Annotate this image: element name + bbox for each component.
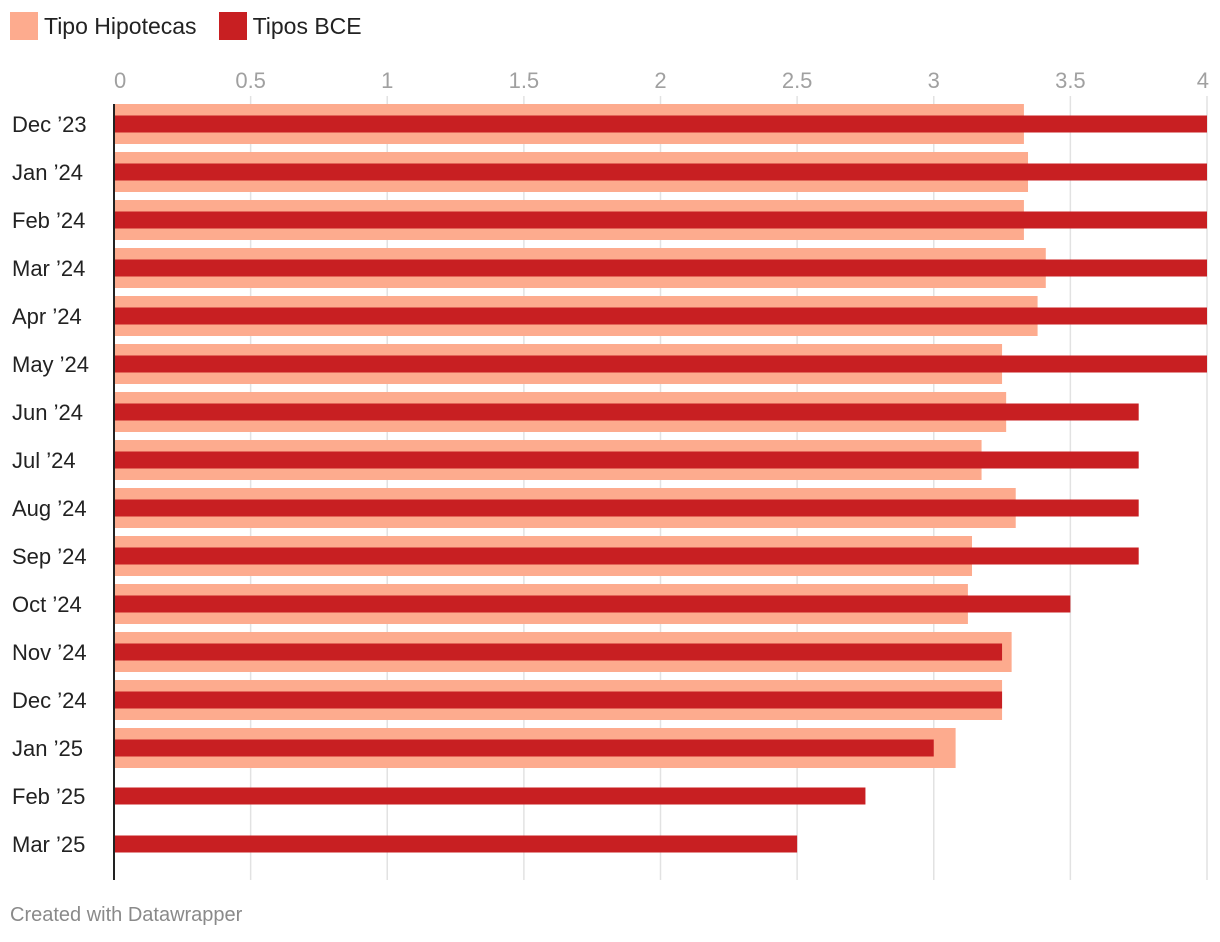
bar-chart: 0 0.5 1 1.5 2 2.5 3 3.5 4 Dec ’23 Jan ’24 Feb ’24 Ma…: [12, 68, 1209, 880]
category-label: Apr ’24: [12, 304, 82, 329]
category-label: Jan ’24: [12, 160, 83, 185]
x-tick-label: 3.5: [1055, 68, 1086, 93]
bar-tipos-bce: [114, 595, 1071, 613]
x-tick-label: 2: [654, 68, 666, 93]
bar-tipos-bce: [114, 739, 934, 757]
category-label: Feb ’24: [12, 208, 85, 233]
x-tick-label: 2.5: [782, 68, 813, 93]
category-label: Aug ’24: [12, 496, 87, 521]
category-label: Jan ’25: [12, 736, 83, 761]
bar-tipos-bce: [114, 307, 1207, 325]
chart-legend: Tipo Hipotecas Tipos BCE: [10, 12, 384, 40]
category-label: Sep ’24: [12, 544, 87, 569]
bar-tipos-bce: [114, 643, 1003, 661]
x-tick-label: 0.5: [235, 68, 266, 93]
legend-item-tipo-hipotecas[interactable]: Tipo Hipotecas: [10, 12, 197, 40]
bar-tipos-bce: [114, 451, 1139, 469]
bar-tipos-bce: [114, 355, 1207, 373]
legend-swatch-tipo-hipotecas: [10, 12, 38, 40]
category-label: Oct ’24: [12, 592, 82, 617]
legend-item-tipos-bce[interactable]: Tipos BCE: [218, 12, 362, 40]
bar-tipos-bce: [114, 691, 1003, 709]
bar-tipos-bce: [114, 787, 866, 805]
category-label: Jul ’24: [12, 448, 76, 473]
x-tick-label: 1: [381, 68, 393, 93]
bar-tipos-bce: [114, 403, 1139, 421]
bar-tipos-bce: [114, 259, 1207, 277]
category-label: Mar ’25: [12, 832, 85, 857]
category-label: Nov ’24: [12, 640, 87, 665]
category-label: Mar ’24: [12, 256, 85, 281]
x-tick-label: 3: [928, 68, 940, 93]
x-tick-label: 0: [114, 68, 126, 93]
bar-tipos-bce: [114, 499, 1139, 517]
category-label: Dec ’23: [12, 112, 87, 137]
category-label: Jun ’24: [12, 400, 83, 425]
category-label: Dec ’24: [12, 688, 87, 713]
bar-tipos-bce: [114, 211, 1207, 229]
legend-label-tipos-bce: Tipos BCE: [252, 12, 362, 39]
bar-tipos-bce: [114, 547, 1139, 565]
bar-tipos-bce: [114, 835, 798, 853]
bar-tipos-bce: [114, 163, 1207, 181]
legend-label-tipo-hipotecas: Tipo Hipotecas: [44, 12, 197, 39]
x-tick-label: 1.5: [509, 68, 540, 93]
footer-credit: Created with Datawrapper: [10, 904, 243, 926]
category-label: Feb ’25: [12, 784, 85, 809]
bar-tipos-bce: [114, 115, 1207, 133]
x-tick-label: 4: [1197, 68, 1209, 93]
legend-swatch-tipos-bce: [218, 12, 247, 40]
category-label: May ’24: [12, 352, 89, 377]
